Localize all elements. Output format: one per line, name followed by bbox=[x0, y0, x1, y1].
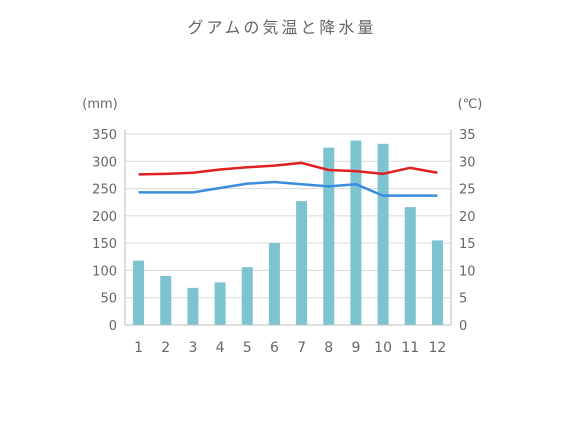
bar bbox=[350, 140, 362, 325]
right-tick-label: 30 bbox=[459, 155, 476, 170]
bar bbox=[187, 287, 199, 325]
x-tick-label: 8 bbox=[324, 340, 333, 356]
line-series-blue bbox=[138, 180, 438, 197]
bar bbox=[404, 207, 416, 325]
right-tick-label: 0 bbox=[459, 319, 467, 334]
x-tick-label: 3 bbox=[188, 340, 197, 356]
x-tick-label: 2 bbox=[161, 340, 170, 356]
x-tick-label: 12 bbox=[429, 340, 447, 356]
bar bbox=[133, 260, 145, 325]
x-tick-label: 10 bbox=[374, 340, 392, 356]
right-axis-unit: (℃) bbox=[458, 97, 483, 112]
left-tick-label: 300 bbox=[92, 155, 117, 170]
x-tick-label: 7 bbox=[297, 340, 306, 356]
bar bbox=[214, 282, 226, 325]
right-tick-label: 5 bbox=[459, 292, 467, 307]
bar bbox=[160, 275, 172, 325]
right-tick-label: 10 bbox=[459, 264, 476, 279]
bar bbox=[268, 243, 280, 325]
bar bbox=[296, 201, 308, 325]
x-tick-label: 1 bbox=[134, 340, 143, 356]
x-tick-label: 9 bbox=[351, 340, 360, 356]
x-tick-label: 6 bbox=[270, 340, 279, 356]
left-tick-label: 250 bbox=[92, 183, 117, 198]
left-axis-unit: (mm) bbox=[82, 97, 117, 112]
right-tick-label: 20 bbox=[459, 210, 476, 225]
x-tick-label: 5 bbox=[243, 340, 252, 356]
left-tick-label: 350 bbox=[92, 128, 117, 143]
left-tick-label: 0 bbox=[109, 319, 117, 334]
left-tick-label: 100 bbox=[92, 264, 117, 279]
left-tick-label: 50 bbox=[100, 292, 117, 307]
left-tick-label: 150 bbox=[92, 237, 117, 252]
right-tick-label: 25 bbox=[459, 183, 476, 198]
bar bbox=[241, 267, 253, 325]
line-series-red bbox=[138, 161, 438, 176]
line-series bbox=[138, 161, 438, 197]
x-tick-label: 4 bbox=[216, 340, 225, 356]
right-tick-label: 35 bbox=[459, 128, 476, 143]
right-tick-label: 15 bbox=[459, 237, 476, 252]
bar bbox=[431, 240, 443, 325]
grid bbox=[125, 133, 451, 299]
x-tick-label: 11 bbox=[401, 340, 419, 356]
bar bbox=[377, 143, 389, 325]
chart-title: グアムの気温と降水量 bbox=[188, 18, 377, 37]
bar bbox=[323, 147, 335, 325]
left-tick-label: 200 bbox=[92, 210, 117, 225]
bar-series bbox=[133, 140, 443, 325]
